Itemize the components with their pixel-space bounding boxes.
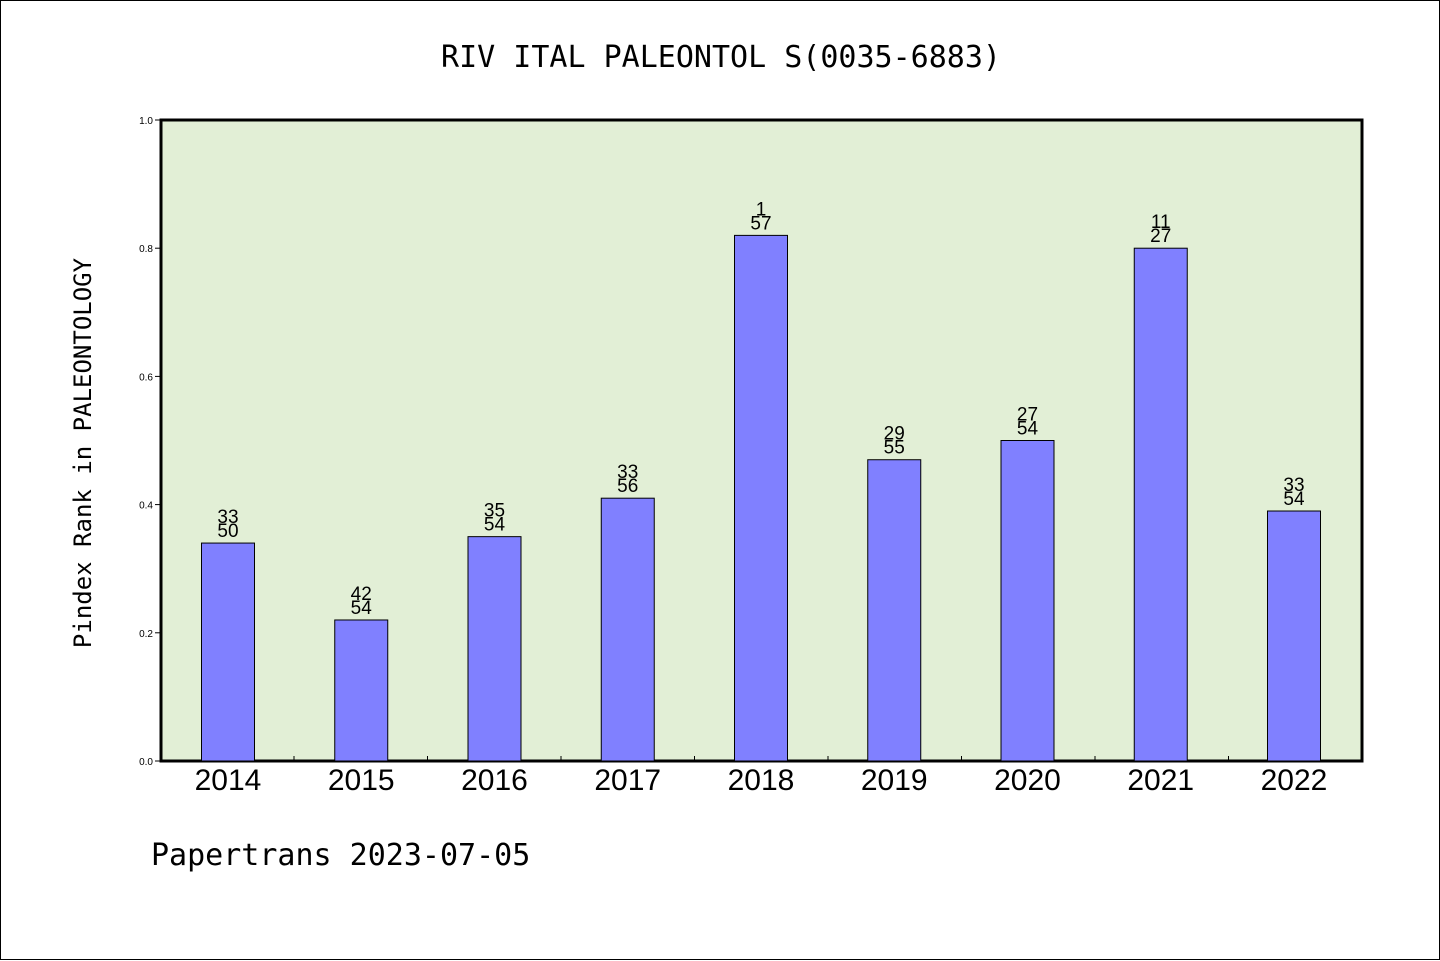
x-tick-label: 2021 xyxy=(1127,764,1194,797)
bar-2022 xyxy=(1267,510,1321,762)
bar-total-label: 54 xyxy=(351,598,373,619)
y-tick-label: 0.6 xyxy=(139,372,153,383)
y-tick-label: 0.0 xyxy=(139,757,153,768)
bar-total-label: 50 xyxy=(217,521,238,542)
bar-rank-label: 33 xyxy=(217,507,238,528)
bar-rank-label: 33 xyxy=(1283,475,1304,496)
chart-title: RIV ITAL PALEONTOL S(0035-6883) xyxy=(441,40,1001,75)
bar-rank-label: 35 xyxy=(484,501,505,522)
bar-2020 xyxy=(1000,440,1055,762)
y-tick-label: 1.0 xyxy=(139,116,153,127)
bar-2014 xyxy=(201,542,255,762)
bar-series xyxy=(201,234,1321,762)
y-tick-label: 0.4 xyxy=(139,501,153,512)
bar-rank-label: 27 xyxy=(1017,405,1038,426)
x-tick-label: 2014 xyxy=(195,764,262,797)
bar-total-label: 55 xyxy=(884,438,905,459)
x-tick-label: 2019 xyxy=(861,764,928,797)
bar-rank-label: 33 xyxy=(617,462,638,483)
bar-2017 xyxy=(600,497,655,762)
x-tick-label: 2017 xyxy=(594,764,661,797)
x-tick-label: 2018 xyxy=(728,764,795,797)
bar-total-label: 54 xyxy=(1017,419,1039,440)
bar-total-label: 54 xyxy=(1283,489,1305,510)
x-tick-label: 2015 xyxy=(328,764,395,797)
bar-rank-label: 29 xyxy=(884,424,905,445)
bar-2016 xyxy=(467,536,522,762)
bar-total-label: 54 xyxy=(484,515,506,536)
x-tick-label: 2022 xyxy=(1261,764,1328,797)
bar-2018 xyxy=(734,234,788,762)
bar-rank-label: 42 xyxy=(351,584,372,605)
bar-total-label: 27 xyxy=(1150,226,1171,247)
x-axis: 2014 2015 2016 2017 2018 2019 2020 2021 2022 xyxy=(195,756,1328,797)
footer-source-date: Papertrans 2023-07-05 xyxy=(151,838,530,873)
bar-total-label: 56 xyxy=(617,476,638,497)
x-tick-label: 2020 xyxy=(994,764,1061,797)
bar-2021 xyxy=(1133,247,1188,762)
bar-total-label: 57 xyxy=(750,213,771,234)
y-axis: 0.0 0.2 0.4 0.6 0.8 1.0 xyxy=(139,116,161,768)
bar-2019 xyxy=(867,459,922,762)
y-axis-label: Pindex Rank in PALEONTOLOGY xyxy=(69,257,97,648)
x-tick-label: 2016 xyxy=(461,764,528,797)
bar-rank-label: 11 xyxy=(1151,212,1171,233)
y-tick-label: 0.8 xyxy=(139,244,153,255)
bar-rank-label: 1 xyxy=(756,199,767,220)
bar-2015 xyxy=(334,619,389,762)
y-tick-label: 0.2 xyxy=(139,629,153,640)
